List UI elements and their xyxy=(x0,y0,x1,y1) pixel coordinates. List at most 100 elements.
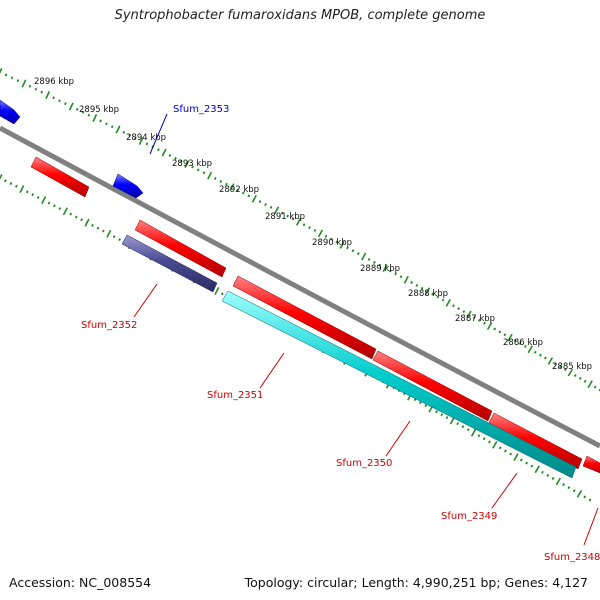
gene-arrow-red-6[interactable] xyxy=(582,455,600,474)
ruler-minor-tick xyxy=(36,195,40,199)
ruler-minor-tick xyxy=(445,416,449,420)
gene-arrow-cyan[interactable] xyxy=(221,290,577,479)
ruler-minor-tick xyxy=(394,272,398,276)
ruler-major-tick xyxy=(68,102,74,111)
ruler-minor-tick xyxy=(504,449,507,453)
ruler-minor-tick xyxy=(420,286,424,290)
ruler-minor-tick xyxy=(58,99,61,103)
ruler-minor-tick xyxy=(4,73,8,77)
ruler-minor-tick xyxy=(435,410,438,414)
accession-text: Accession: NC_008554 xyxy=(9,575,152,590)
ruler-major-tick xyxy=(587,380,593,389)
ruler-minor-tick xyxy=(52,96,55,100)
ruler-tick-label: 2888 kbp xyxy=(408,289,448,299)
ruler-minor-tick xyxy=(110,125,114,129)
leader-sfum-2350 xyxy=(385,420,411,457)
ruler-tick-label: 2890 kbp xyxy=(312,238,352,248)
ruler-major-tick xyxy=(45,91,51,99)
ruler-minor-tick xyxy=(564,368,567,372)
ruler-major-tick xyxy=(424,287,430,296)
ruler-minor-tick xyxy=(351,249,355,253)
ruler-major-tick xyxy=(106,229,112,238)
ruler-minor-tick xyxy=(291,217,295,221)
ruler-minor-tick xyxy=(134,136,137,140)
ruler-major-tick xyxy=(19,185,25,193)
ruler-major-tick xyxy=(547,357,554,365)
ruler-minor-tick xyxy=(58,207,62,210)
gene-label-sfum-2348[interactable]: Sfum_2348 xyxy=(544,552,600,563)
ruler-minor-tick xyxy=(346,246,349,250)
ruler-major-tick xyxy=(41,196,47,205)
ruler-minor-tick xyxy=(74,215,78,219)
ruler-minor-tick xyxy=(308,226,311,230)
ruler-major-tick xyxy=(527,345,533,354)
ruler-minor-tick xyxy=(583,495,587,499)
ruler-minor-tick xyxy=(452,304,455,308)
gene-arrow-blue-2[interactable] xyxy=(112,173,144,199)
ruler-minor-tick xyxy=(440,413,444,417)
ruler-minor-tick xyxy=(213,176,217,181)
ruler-minor-tick xyxy=(533,350,537,354)
ruler-major-tick xyxy=(466,310,472,319)
ruler-minor-tick xyxy=(588,498,592,502)
ruler-minor-tick xyxy=(583,379,587,383)
ruler-major-tick xyxy=(21,79,27,88)
ruler-minor-tick xyxy=(457,307,460,311)
ruler-minor-tick xyxy=(472,315,476,319)
ruler-minor-tick xyxy=(313,228,317,233)
gene-label-sfum-2352[interactable]: Sfum_2352 xyxy=(81,320,137,331)
ruler-minor-tick xyxy=(191,165,194,169)
gene-arrow-blue-1[interactable] xyxy=(0,99,21,125)
ruler-minor-tick xyxy=(128,133,131,137)
gene-arrow-red-2[interactable] xyxy=(134,219,227,278)
ruler-major-tick xyxy=(184,160,190,169)
ruler-major-tick xyxy=(115,125,121,134)
ruler-major-tick xyxy=(339,241,345,249)
ruler-minor-tick xyxy=(258,200,262,204)
ruler-minor-tick xyxy=(16,79,20,83)
ruler-minor-tick xyxy=(518,342,522,345)
ruler-minor-tick xyxy=(105,122,108,126)
gene-labels: Sfum_2353 Sfum_2352 Sfum_2351 Sfum_2350 … xyxy=(81,104,600,563)
ruler-minor-tick xyxy=(4,179,7,183)
ruler-tick-label: 2893 kbp xyxy=(172,159,212,169)
gene-arrow-red-3[interactable] xyxy=(232,275,377,360)
map-title: Syntrophobacter fumaroxidans MPOB, compl… xyxy=(114,8,486,23)
ruler-tick-label: 2891 kbp xyxy=(265,212,305,222)
ruler-major-tick xyxy=(229,183,235,192)
ruler-minor-tick xyxy=(47,201,51,205)
leader-sfum-2351 xyxy=(259,352,285,389)
ruler-minor-tick xyxy=(373,260,376,264)
ruler-minor-tick xyxy=(168,153,172,157)
leader-sfum-2353 xyxy=(149,113,168,155)
ruler-major-tick xyxy=(576,489,583,498)
ruler-tick-label: 2889 kbp xyxy=(360,264,400,274)
gene-arrow-red-1[interactable] xyxy=(30,156,90,198)
ruler-minor-tick xyxy=(10,76,14,80)
ruler-minor-tick xyxy=(241,191,245,195)
gene-label-sfum-2353[interactable]: Sfum_2353 xyxy=(173,104,229,115)
ruler-minor-tick xyxy=(330,237,333,241)
ruler-minor-tick xyxy=(559,365,562,369)
gene-arrow-purple[interactable] xyxy=(121,234,218,293)
ruler-major-tick xyxy=(273,206,280,215)
gene-arrow-red-5[interactable] xyxy=(488,412,583,470)
ruler-minor-tick xyxy=(219,179,223,183)
ruler-tick-label: 2894 kbp xyxy=(126,133,166,143)
ruler-major-tick xyxy=(513,453,519,461)
gene-label-sfum-2350[interactable]: Sfum_2350 xyxy=(336,458,392,469)
ruler-minor-tick xyxy=(247,194,251,198)
ruler-minor-tick xyxy=(482,437,486,441)
gene-label-sfum-2351[interactable]: Sfum_2351 xyxy=(207,390,263,401)
ruler-minor-tick xyxy=(530,464,534,468)
gene-label-sfum-2349[interactable]: Sfum_2349 xyxy=(441,511,497,522)
ruler-minor-tick xyxy=(525,461,528,465)
ruler-minor-tick xyxy=(539,353,542,357)
ruler-tick-label: 2887 kbp xyxy=(455,314,495,324)
ruler-minor-tick xyxy=(389,269,392,273)
topology-text: Topology: circular; Length: 4,990,251 bp… xyxy=(244,575,588,590)
ruler-minor-tick xyxy=(523,344,527,348)
gene-arrow-red-4[interactable] xyxy=(372,350,493,422)
ruler-major-tick xyxy=(214,287,220,295)
